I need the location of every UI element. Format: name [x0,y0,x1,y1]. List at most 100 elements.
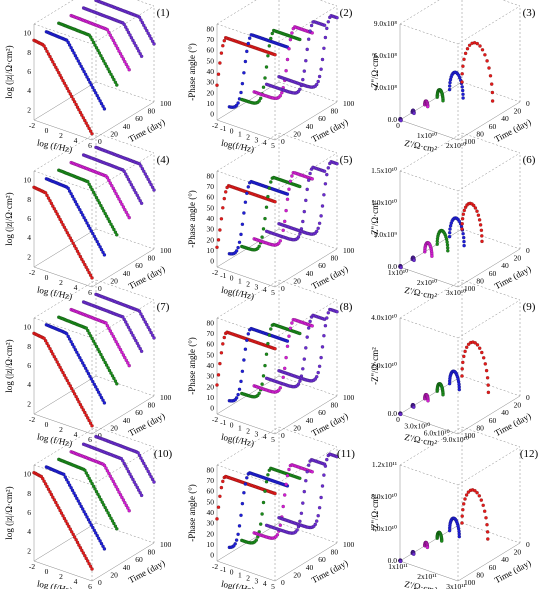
y-tick-label: 80 [207,171,215,180]
frame-edge [33,266,93,288]
z-tick-label: 40 [306,122,314,131]
data-point [145,175,149,179]
data-point [479,498,483,502]
data-point [87,476,91,480]
z-tick-label: 0 [98,578,102,587]
data-point [475,343,480,347]
data-point [290,174,294,178]
x-axis-label: log (f/Hz) [36,578,73,589]
z-tick-label: 40 [501,261,509,270]
y-tick-label: 0.0 [388,409,398,418]
data-point [326,20,330,24]
data-point [84,471,88,475]
data-point [127,215,131,220]
data-point [135,46,139,50]
data-point [135,193,139,197]
data-point [137,15,142,19]
series-t40 [435,228,450,253]
data-point [88,80,92,84]
data-point [126,506,130,510]
data-point [75,249,80,253]
data-point [87,331,91,335]
data-point [96,242,101,246]
data-point [461,92,465,96]
data-point [117,490,121,494]
data-point [430,254,434,258]
data-point [302,209,306,214]
data-point [113,80,118,84]
data-point [106,366,110,370]
data-point [269,327,273,331]
data-point [113,41,117,45]
data-point [426,399,430,403]
data-point [150,185,155,189]
data-point [139,349,144,353]
data-point [57,70,61,75]
data-point [90,336,94,341]
data-point [129,36,134,40]
data-point [145,28,149,33]
data-point [58,508,62,513]
data-point [108,33,112,37]
data-point [123,208,127,212]
x-tick-label: 5 [271,288,275,297]
data-point [142,23,146,27]
data-point [99,352,103,357]
series-t100 [398,117,403,123]
data-point [70,48,75,53]
data-point [317,221,322,225]
data-point [124,320,128,324]
series-t60 [252,318,314,394]
data-point [264,352,269,356]
data-point [483,362,487,366]
frame-edge [33,560,93,582]
z-tick-label: 0 [98,431,102,440]
frame-edge [91,446,155,486]
data-point [51,495,55,499]
data-point [149,182,153,187]
data-point [243,482,248,486]
frame-edge [274,446,338,486]
data-point [221,44,225,48]
data-point [69,486,73,490]
data-point [399,265,403,270]
data-point [104,321,108,325]
data-point [305,187,309,192]
data-point [92,88,96,92]
y-tick-label: 10 [207,99,215,108]
data-point [261,227,266,231]
frame-edge [399,0,440,25]
data-point [65,478,69,482]
data-point [485,59,489,63]
data-point [320,57,325,62]
y-tick-labels: 0.0 3.0x10⁸ 6.0x10⁸ 9.0x10⁸ [374,19,398,124]
frame-edge [33,413,93,435]
data-point [447,87,452,92]
data-point [52,355,56,359]
z-tick-label: 60 [318,261,326,270]
data-point [98,539,102,543]
y-tick-label: 30 [207,225,215,234]
data-point [245,476,249,480]
data-point [263,76,267,80]
data-point [216,238,221,242]
data-point [75,540,80,545]
x-tick-labels: -2 -1 0 1 2 3 4 5 [212,121,275,150]
data-point [486,390,491,395]
data-point [323,464,328,468]
data-point [54,209,58,214]
z-tick-labels: 0 20 40 60 80 100 [281,246,355,293]
data-point [473,206,478,210]
z-tick-label: 100 [160,540,172,549]
z-axis-label: Time (day) [310,411,350,439]
data-point [80,257,84,261]
data-point [67,189,72,193]
data-point [86,268,90,272]
frame-edge [33,375,97,415]
data-point [245,338,249,342]
data-point [71,389,75,393]
data-point [52,62,56,67]
frame-edge [399,81,463,121]
data-point [102,209,106,213]
z-tick-label: 80 [331,401,339,410]
